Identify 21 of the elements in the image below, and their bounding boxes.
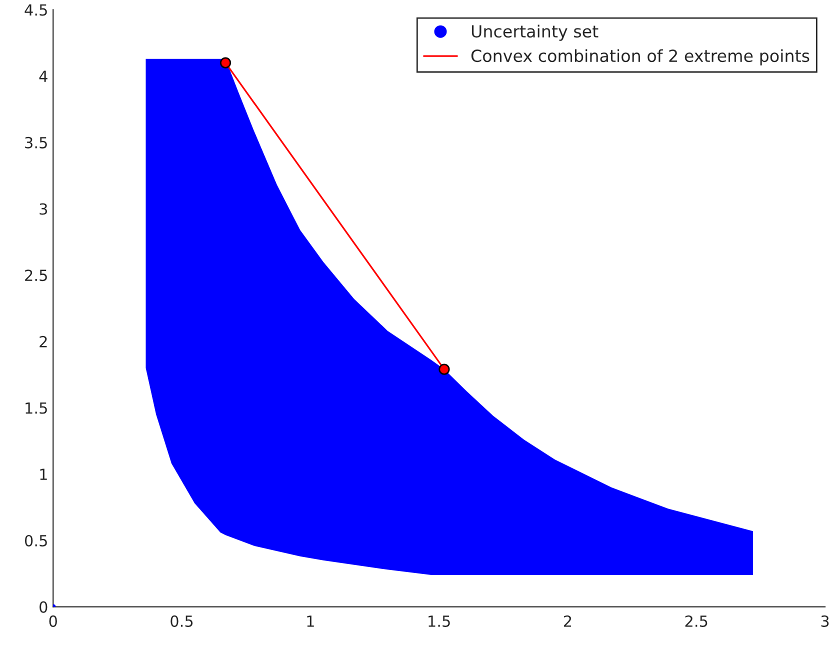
y-tick-label: 3.5 (25, 136, 47, 148)
y-tick-label: 2.5 (25, 270, 47, 282)
x-tick-label: 0.5 (170, 615, 193, 627)
x-tick-label: 0 (49, 615, 57, 627)
point (438, 364, 450, 375)
y-tick-label: 4.5 (24, 4, 47, 16)
y-tick-label: 1.5 (26, 402, 47, 414)
y-tick-label: 1 (40, 468, 47, 480)
point (220, 57, 232, 68)
x-tick-label: 2.5 (685, 615, 708, 627)
legend-label: Uncertainty set (472, 24, 598, 41)
x-tick-label: 1 (307, 616, 314, 627)
x-tick-label: 3 (821, 615, 829, 627)
x-tick-label: 1.5 (428, 616, 450, 627)
x-tick-label: 2 (564, 615, 572, 627)
y-tick-label: 3 (40, 203, 48, 215)
y-tick-label: 4 (39, 70, 48, 82)
legend-label: Convex combination of 2 extreme points (471, 49, 810, 66)
y-tick-label: 0.5 (24, 534, 47, 546)
y-tick-label: 0 (40, 601, 48, 613)
y-tick-label: 2 (40, 336, 47, 348)
